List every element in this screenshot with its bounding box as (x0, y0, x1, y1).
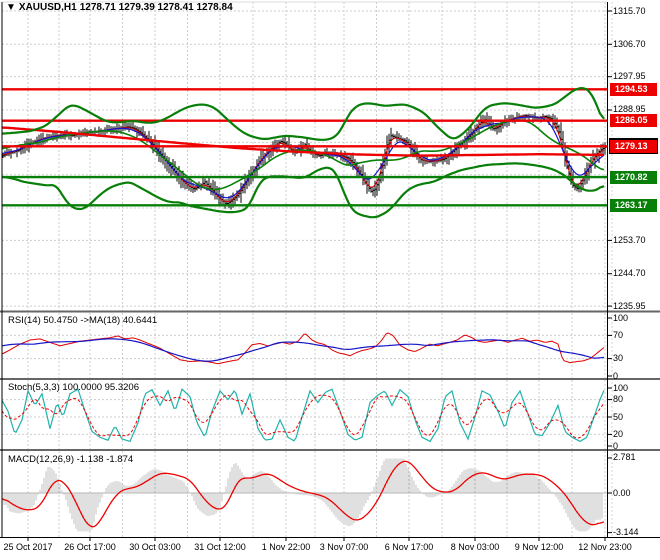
stoch-label: Stoch(5,3,3) 100.0000 95.3206 (8, 382, 139, 393)
price-tick-label: 1244.70 (613, 268, 646, 279)
date-label: 26 Oct 17:00 (64, 542, 116, 552)
price-tick-label: 1306.70 (613, 38, 646, 49)
stoch-tick-label: 80 (613, 394, 624, 405)
stoch-tick-label: 0 (613, 440, 619, 451)
rsi-label: RSI(14) 50.4750 ->MA(18) 40.6441 (8, 315, 158, 326)
date-label: 6 Nov 17:00 (384, 542, 434, 552)
price-tick-label: 1235.95 (613, 300, 646, 311)
macd-tick-label: 0.00 (613, 487, 631, 498)
date-label: 1 Nov 22:00 (261, 542, 311, 552)
price-tick-label: 1288.95 (613, 104, 646, 115)
price-level-badge: 1286.05 (610, 114, 657, 128)
price-tick-label: 1253.70 (613, 234, 646, 245)
price-tick-label: 1315.70 (613, 5, 646, 16)
price-level-badge: 1294.53 (610, 82, 657, 96)
date-label: 3 Nov 07:00 (319, 542, 369, 552)
date-label: 8 Nov 03:00 (450, 542, 500, 552)
stoch-tick-label: 50 (613, 411, 624, 422)
stoch-tick-label: 100 (613, 382, 629, 393)
price-level-badge: 1279.13 (610, 139, 657, 153)
macd-tick-label: 2.781 (613, 452, 636, 463)
dropdown-arrow-icon[interactable]: ▼ (6, 2, 16, 13)
rsi-tick-label: 100 (613, 312, 629, 323)
price-level-badge: 1270.82 (610, 170, 657, 184)
date-label: 9 Nov 12:00 (514, 542, 564, 552)
rsi-tick-label: 70 (613, 329, 624, 340)
price-level-badge: 1263.17 (610, 198, 657, 212)
date-label: 12 Nov 23:00 (578, 542, 632, 552)
symbol-period: XAUUSD,H1 (18, 2, 77, 13)
macd-tick-label: -3.144 (613, 527, 639, 538)
stoch-tick-label: 20 (613, 428, 624, 439)
date-label: 31 Oct 12:00 (194, 542, 246, 552)
rsi-tick-label: 0 (613, 370, 619, 381)
macd-label: MACD(12,26,9) -1.138 -1.874 (8, 454, 134, 465)
date-label: 30 Oct 03:00 (129, 542, 181, 552)
rsi-tick-label: 30 (613, 353, 624, 364)
price-tick-label: 1297.95 (613, 71, 646, 82)
date-label: 25 Oct 2017 (3, 542, 53, 552)
chart-title: ▼ XAUUSD,H1 1278.71 1279.39 1278.41 1278.8… (6, 3, 236, 13)
ohlc-values: 1278.71 1279.39 1278.41 1278.84 (79, 2, 233, 13)
